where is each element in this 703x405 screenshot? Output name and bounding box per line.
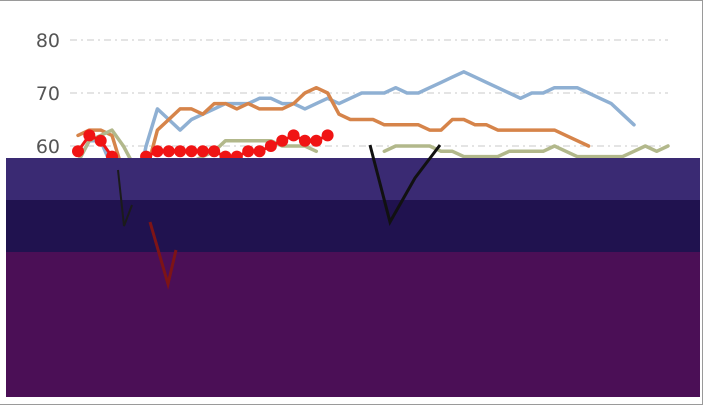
y-tick-label-70: 70 <box>36 83 60 105</box>
overlay-dark-red-line <box>148 221 178 290</box>
series-3-point <box>253 145 266 158</box>
y-tick-label-80: 80 <box>36 30 60 52</box>
series-3-point <box>83 129 96 142</box>
overlay-band-top <box>6 158 700 200</box>
series-3-point <box>287 129 300 142</box>
series-3-point <box>242 145 255 158</box>
series-3-point <box>185 145 198 158</box>
overlay-band-bottom <box>6 252 700 397</box>
series-3-point <box>310 134 323 147</box>
series-3-point <box>208 145 221 158</box>
series-2-line-1 <box>382 144 670 159</box>
series-3-point <box>321 129 334 142</box>
overlay-lines <box>117 144 442 290</box>
overlay-black-line <box>368 144 442 226</box>
series-3-point <box>162 145 175 158</box>
series-3-point <box>196 145 209 158</box>
series-3-point <box>276 134 289 147</box>
series-3-point <box>94 134 107 147</box>
series-3-point <box>174 145 187 158</box>
overlay-dark-line-left <box>117 169 133 227</box>
series-3-point <box>151 145 164 158</box>
series-3-point <box>264 140 277 152</box>
y-tick-label-60: 60 <box>36 136 60 158</box>
series-0-line-0 <box>76 70 636 201</box>
overlay-band-middle <box>6 200 700 252</box>
series-3-point <box>72 145 84 158</box>
series-3-line-0 <box>76 133 114 159</box>
series-3-point <box>298 134 311 147</box>
series-1-line-0 <box>76 85 591 196</box>
